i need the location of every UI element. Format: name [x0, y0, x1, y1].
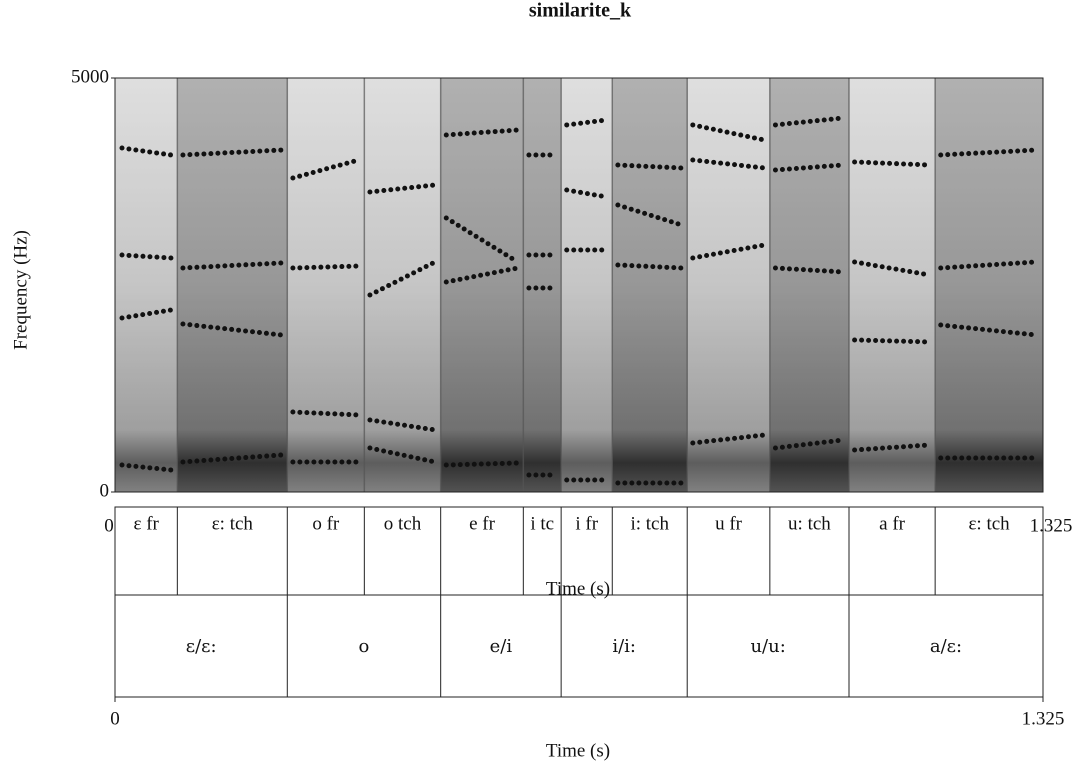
- tier-label: u fr: [715, 513, 743, 534]
- tier-label: ε: tch: [968, 513, 1010, 534]
- tier-frame: [114, 506, 1044, 698]
- tier-label: u/u:: [750, 636, 785, 657]
- spectrogram-band: [440, 78, 524, 492]
- x-tick-label: 0: [104, 515, 114, 536]
- tier-label: o tch: [384, 513, 422, 534]
- x-tick-label: 1.325: [1030, 515, 1073, 536]
- y-tick-label: 0: [100, 480, 110, 501]
- tier-label: ε/ε:: [186, 636, 217, 657]
- tier-label: i: tch: [630, 513, 669, 534]
- y-axis-label: Frequency (Hz): [10, 230, 31, 350]
- x-tick-label: 0: [110, 708, 120, 729]
- tier-label: e/i: [490, 636, 513, 657]
- spectrogram-band: [848, 78, 936, 492]
- formant-track: [119, 157, 1039, 298]
- spectrogram-band: [687, 78, 770, 492]
- tier-label: a/ε:: [930, 636, 962, 657]
- spectrogram-band: [769, 78, 849, 492]
- spectrogram-band: [561, 78, 613, 492]
- spectrogram-band: [612, 78, 688, 492]
- spectrogram-band: [115, 78, 178, 492]
- chart-title: similarite_k: [529, 0, 632, 22]
- plot-frame: [114, 77, 1044, 493]
- y-tick-label: 5000: [71, 66, 109, 87]
- spectrogram-band: [287, 78, 365, 492]
- tier-label: i/i:: [612, 636, 636, 657]
- spectrogram-band: [364, 78, 441, 492]
- spectrogram-band: [523, 78, 562, 492]
- formant-track: [119, 432, 1039, 486]
- tier-label: i fr: [575, 513, 598, 534]
- tier-label: i tc: [530, 513, 554, 534]
- spectrogram-band: [177, 78, 288, 492]
- spectrogram-background: [115, 78, 1043, 492]
- tier-label: e fr: [469, 513, 496, 534]
- tier-label: ε fr: [133, 513, 159, 534]
- tier-label: o: [359, 636, 370, 657]
- tier-label: u: tch: [788, 513, 831, 534]
- x-tick-label: 1.325: [1022, 708, 1065, 729]
- spectrogram-band: [935, 78, 1043, 492]
- tier-label: a fr: [879, 513, 906, 534]
- formant-track: [119, 115, 1039, 195]
- x-axis-label: Time (s): [546, 578, 610, 599]
- tier-label: o fr: [312, 513, 340, 534]
- tier-label: ε: tch: [212, 513, 254, 534]
- x-axis-label: Time (s): [546, 740, 610, 761]
- formant-track: [119, 242, 1039, 433]
